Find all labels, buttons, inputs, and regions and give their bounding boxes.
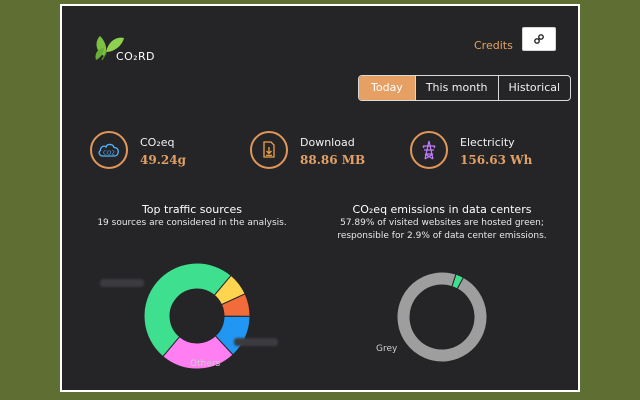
datacenter-donut-chart <box>396 271 488 363</box>
co2-cloud-icon: CO2 <box>98 143 119 157</box>
power-tower-icon <box>422 140 436 160</box>
donut-slice-others[interactable] <box>162 335 234 370</box>
blurred-source-label <box>234 338 278 346</box>
link-icon <box>534 34 544 44</box>
electricity-ring <box>410 131 448 169</box>
download-label: Download <box>300 136 355 149</box>
datacenter-subtitle-line2: responsible for 2.9% of data center emis… <box>337 231 547 241</box>
leaf-logo-icon <box>95 36 124 61</box>
tab-today[interactable]: Today <box>359 76 415 100</box>
extension-panel: CO₂RD Credits Today This month Historica… <box>62 6 578 390</box>
credits-link[interactable]: Credits <box>474 39 513 52</box>
extension-frame: CO₂RD Credits Today This month Historica… <box>60 4 580 392</box>
share-link-button[interactable] <box>522 27 556 51</box>
datacenter-title: CO₂eq emissions in data centers <box>352 203 532 216</box>
co2-label: CO₂eq <box>140 136 175 149</box>
traffic-title: Top traffic sources <box>141 203 243 216</box>
electricity-value: 156.63 Wh <box>460 153 533 167</box>
download-ring <box>250 131 288 169</box>
period-tabs: Today This month Historical <box>358 75 572 101</box>
others-slice-label: Others <box>190 359 221 369</box>
tab-this-month[interactable]: This month <box>414 76 498 100</box>
datacenter-subtitle-line1: 57.89% of visited websites are hosted gr… <box>340 218 544 228</box>
svg-text:CO2: CO2 <box>103 151 115 157</box>
tab-historical[interactable]: Historical <box>497 76 571 100</box>
co2-value: 49.24g <box>140 153 186 167</box>
electricity-label: Electricity <box>460 136 515 149</box>
traffic-subtitle: 19 sources are considered in the analysi… <box>97 218 287 228</box>
logo-text: CO₂RD <box>116 50 155 63</box>
traffic-donut-chart <box>143 262 251 370</box>
co2-ring: CO2 <box>90 131 128 169</box>
donut-slice-grey[interactable] <box>396 271 488 363</box>
grey-slice-label: Grey <box>376 344 398 354</box>
download-file-icon <box>263 141 275 158</box>
blurred-source-label <box>100 279 144 287</box>
download-value: 88.86 MB <box>300 153 366 167</box>
donut-slice-source-1[interactable] <box>143 262 232 358</box>
